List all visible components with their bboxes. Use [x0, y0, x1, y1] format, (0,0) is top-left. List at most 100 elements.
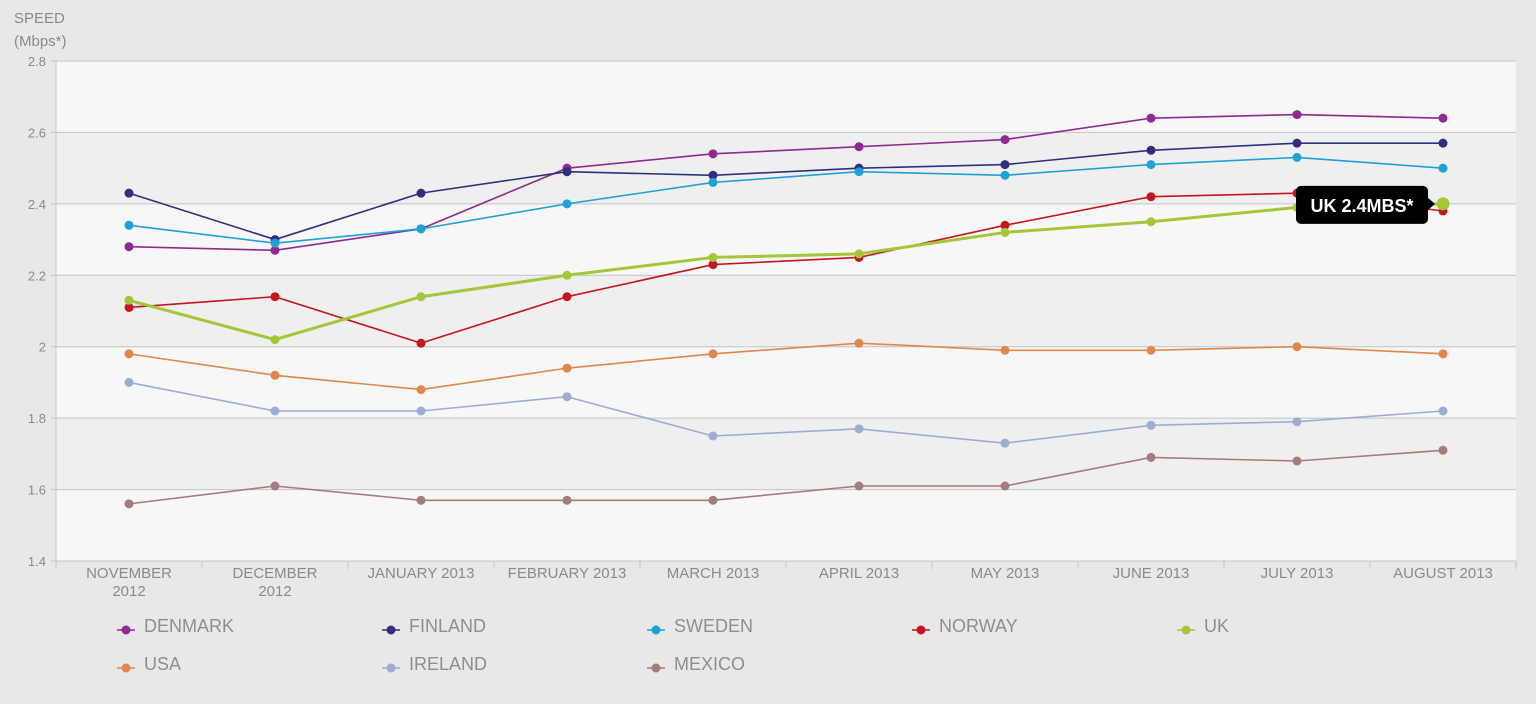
x-tick-label: AUGUST 2013: [1393, 565, 1493, 582]
data-point-uk[interactable]: [854, 249, 864, 259]
data-point-finland[interactable]: [708, 170, 718, 180]
legend-item-usa[interactable]: USA: [117, 654, 181, 674]
data-point-usa[interactable]: [416, 385, 426, 395]
data-point-finland[interactable]: [1000, 160, 1010, 170]
data-point-uk[interactable]: [562, 270, 572, 280]
legend-item-norway[interactable]: NORWAY: [912, 616, 1018, 636]
legend-item-denmark[interactable]: DENMARK: [117, 616, 234, 636]
data-point-mexico[interactable]: [854, 481, 864, 491]
data-point-norway[interactable]: [416, 338, 426, 348]
series-usa: [124, 338, 1448, 395]
tooltip: UK 2.4MBS*: [1296, 185, 1435, 224]
data-point-mexico[interactable]: [270, 481, 280, 491]
x-tick-label: MAY 2013: [971, 565, 1040, 582]
data-point-usa[interactable]: [1292, 342, 1302, 352]
x-tick-label: 2012: [112, 583, 145, 600]
data-point-sweden[interactable]: [416, 224, 426, 234]
data-point-sweden[interactable]: [854, 167, 864, 177]
data-point-norway[interactable]: [708, 260, 718, 270]
data-point-denmark[interactable]: [1146, 113, 1156, 123]
data-point-mexico[interactable]: [416, 495, 426, 505]
legend-item-finland[interactable]: FINLAND: [382, 616, 486, 636]
data-point-uk[interactable]: [1000, 227, 1010, 237]
data-point-uk[interactable]: [1146, 217, 1156, 227]
legend: DENMARK FINLAND SWEDEN NORWAY UK USA IRELAND ME…: [117, 616, 1229, 674]
x-tick-label: JANUARY 2013: [367, 565, 474, 582]
data-point-usa[interactable]: [708, 349, 718, 359]
data-point-norway[interactable]: [124, 302, 134, 312]
data-point-mexico[interactable]: [708, 495, 718, 505]
series-line-finland: [128, 142, 1443, 241]
data-point-ireland[interactable]: [1292, 417, 1302, 427]
data-point-finland[interactable]: [562, 167, 572, 177]
y-tick-label: 2.8: [28, 54, 46, 69]
y-tick-label: 2.4: [28, 197, 46, 212]
data-point-denmark[interactable]: [854, 142, 864, 152]
data-point-mexico[interactable]: [1292, 456, 1302, 466]
data-point-uk[interactable]: [270, 335, 280, 345]
data-point-ireland[interactable]: [416, 406, 426, 416]
data-point-ireland[interactable]: [1438, 406, 1448, 416]
data-point-usa[interactable]: [270, 370, 280, 380]
data-point-ireland[interactable]: [1000, 438, 1010, 448]
data-point-ireland[interactable]: [854, 424, 864, 434]
data-point-sweden[interactable]: [1146, 160, 1156, 170]
legend-label: FINLAND: [409, 616, 486, 636]
data-point-mexico[interactable]: [1146, 452, 1156, 462]
data-point-finland[interactable]: [1438, 138, 1448, 148]
data-point-usa[interactable]: [124, 349, 134, 359]
data-point-denmark[interactable]: [1292, 110, 1302, 120]
data-point-usa[interactable]: [854, 338, 864, 348]
legend-item-mexico[interactable]: MEXICO: [647, 654, 745, 674]
legend-swatch-marker: [121, 663, 131, 673]
legend-item-ireland[interactable]: IRELAND: [382, 654, 487, 674]
data-point-finland[interactable]: [124, 188, 134, 198]
data-point-finland[interactable]: [1292, 138, 1302, 148]
data-point-finland[interactable]: [416, 188, 426, 198]
data-point-usa[interactable]: [1438, 349, 1448, 359]
data-point-sweden[interactable]: [270, 238, 280, 248]
data-point-usa[interactable]: [1000, 345, 1010, 355]
series-line-sweden: [128, 156, 1444, 244]
series-sweden: [124, 152, 1448, 248]
data-point-mexico[interactable]: [562, 495, 572, 505]
data-point-denmark[interactable]: [708, 149, 718, 159]
data-point-ireland[interactable]: [1146, 420, 1156, 430]
data-point-uk[interactable]: [708, 252, 718, 262]
data-point-mexico[interactable]: [124, 499, 134, 509]
data-point-ireland[interactable]: [270, 406, 280, 416]
data-point-usa[interactable]: [1146, 345, 1156, 355]
data-point-denmark[interactable]: [270, 245, 280, 255]
legend-item-sweden[interactable]: SWEDEN: [647, 616, 753, 636]
legend-label: MEXICO: [674, 654, 745, 674]
data-point-mexico[interactable]: [1438, 445, 1448, 455]
data-point-norway[interactable]: [562, 292, 572, 302]
legend-label: IRELAND: [409, 654, 487, 674]
data-point-norway[interactable]: [1000, 220, 1010, 230]
data-point-denmark[interactable]: [1438, 113, 1448, 123]
data-point-denmark[interactable]: [124, 242, 134, 252]
data-point-sweden[interactable]: [708, 177, 718, 187]
data-point-uk[interactable]: [416, 292, 426, 302]
data-point-ireland[interactable]: [562, 392, 572, 402]
data-point-ireland[interactable]: [124, 377, 134, 387]
legend-item-uk[interactable]: UK: [1177, 616, 1229, 636]
data-point-usa[interactable]: [562, 363, 572, 373]
data-point-sweden[interactable]: [124, 220, 134, 230]
data-point-uk[interactable]: [124, 295, 134, 305]
data-point-sweden[interactable]: [1438, 163, 1448, 173]
data-point-norway[interactable]: [1146, 192, 1156, 202]
data-point-denmark[interactable]: [1000, 135, 1010, 145]
data-point-uk[interactable]: [1436, 197, 1450, 211]
data-point-sweden[interactable]: [1000, 170, 1010, 180]
data-point-finland[interactable]: [1146, 145, 1156, 155]
legend-swatch-marker: [651, 663, 661, 673]
data-point-mexico[interactable]: [1000, 481, 1010, 491]
data-point-ireland[interactable]: [708, 431, 718, 441]
legend-label: USA: [144, 654, 181, 674]
data-point-sweden[interactable]: [1292, 152, 1302, 162]
data-point-sweden[interactable]: [562, 199, 572, 209]
data-point-norway[interactable]: [270, 292, 280, 302]
x-tick-label: NOVEMBER: [86, 565, 172, 582]
